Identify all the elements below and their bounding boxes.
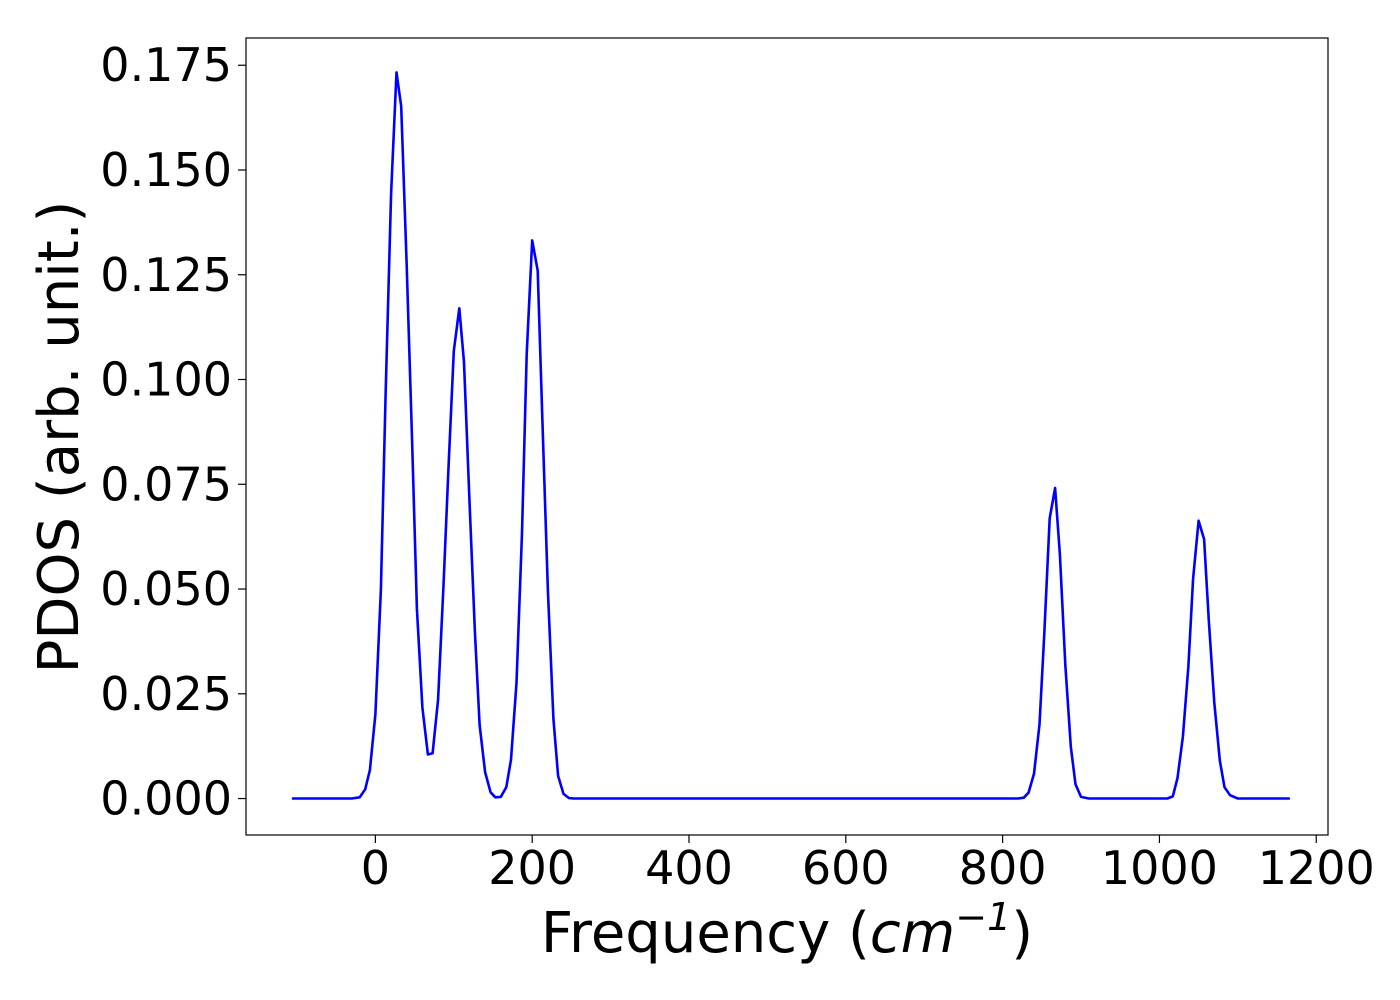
x-axis-label: Frequency (cm−1): [541, 895, 1033, 966]
y-tick-label: 0.050: [100, 562, 232, 616]
y-axis-label: PDOS (arb. unit.): [27, 201, 92, 674]
y-tick-label: 0.150: [100, 143, 232, 197]
x-tick-label: 0: [361, 841, 390, 895]
y-tick-label: 0.000: [100, 772, 232, 826]
y-tick-label: 0.075: [100, 457, 232, 511]
y-tick-label: 0.025: [100, 667, 232, 721]
y-tick-label: 0.100: [100, 353, 232, 407]
x-tick-label: 800: [959, 841, 1047, 895]
series-line-0: [291, 71, 1291, 800]
y-tick-label: 0.175: [100, 38, 232, 92]
x-tick-label: 200: [488, 841, 576, 895]
plot-frame: [245, 37, 1329, 836]
plot-area: [245, 37, 1329, 836]
x-tick-label: 1200: [1258, 841, 1375, 895]
y-axis-ticks: 0.000 0.025 0.050 0.075 0.100 0.125 0.150 0.175: [100, 38, 246, 826]
x-axis-ticks: 0 200 400 600 800 1000 1200: [361, 835, 1375, 895]
y-tick-label: 0.125: [100, 248, 232, 302]
x-tick-label: 400: [645, 841, 733, 895]
x-tick-label: 600: [802, 841, 890, 895]
x-tick-label: 1000: [1101, 841, 1218, 895]
